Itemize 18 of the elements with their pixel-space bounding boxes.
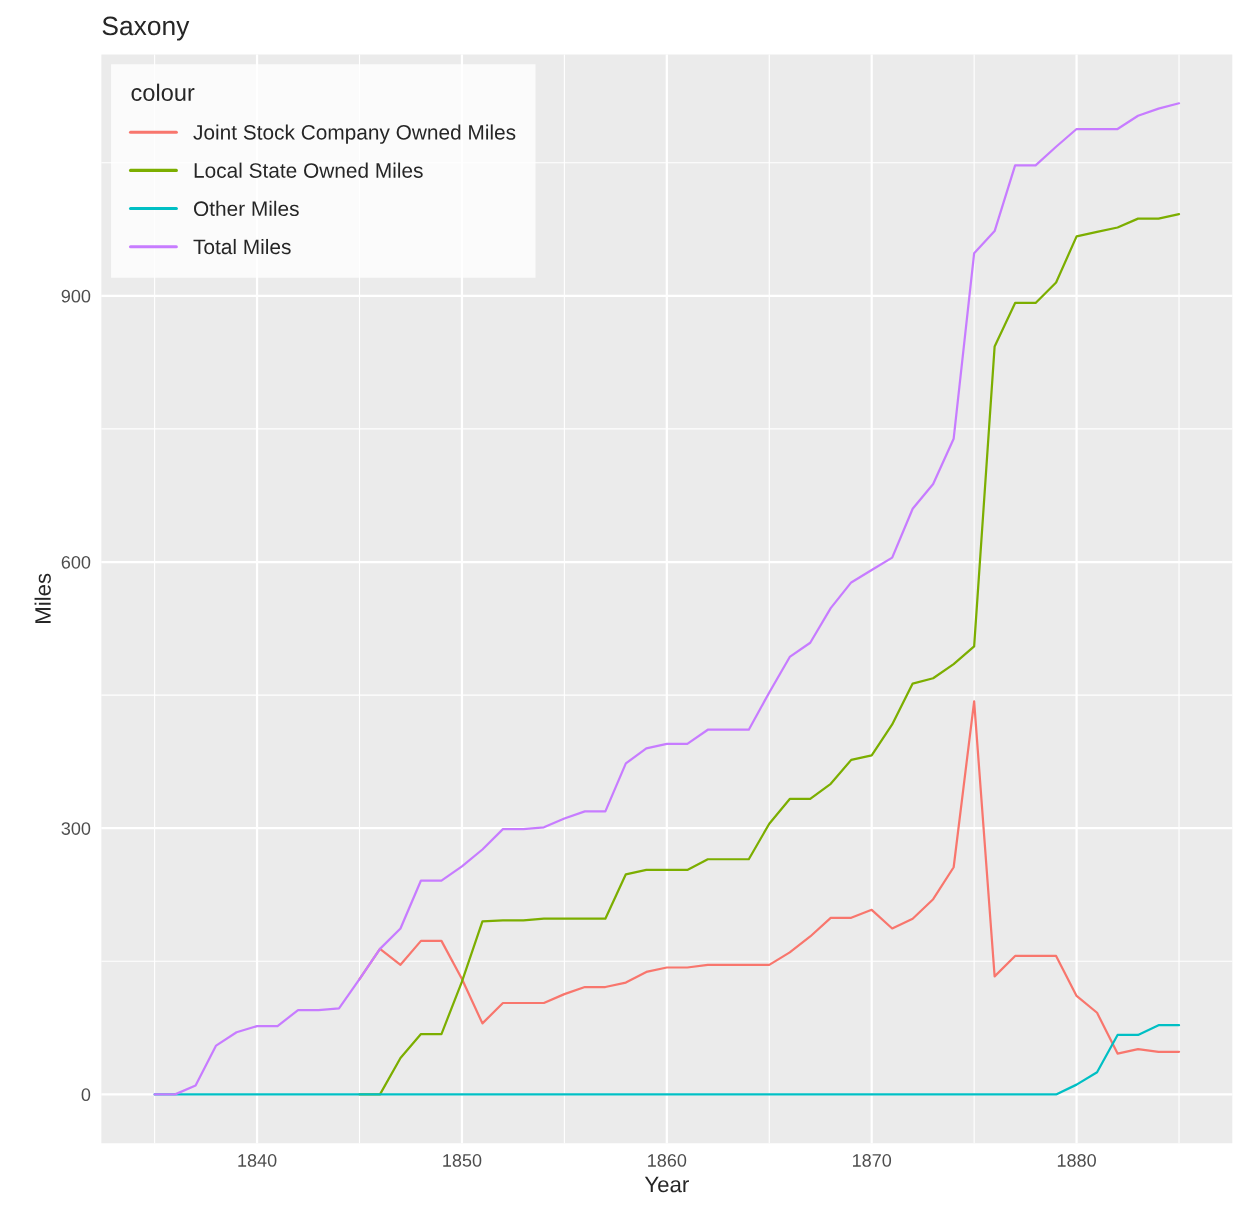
legend-label: Joint Stock Company Owned Miles	[193, 124, 516, 144]
legend-label: Other Miles	[194, 200, 299, 217]
y-tick-label: 300	[61, 822, 91, 835]
chart-title: Saxony	[102, 16, 190, 41]
line-series	[153, 102, 1181, 1096]
y-tick-label: 600	[61, 555, 91, 569]
x-tick-label: 1860	[648, 1154, 687, 1167]
x-tick-label: 1850	[443, 1154, 482, 1167]
legend-label: Total Miles	[193, 238, 291, 255]
x-tick-label: 1840	[238, 1154, 277, 1167]
y-tick-label: 900	[61, 289, 91, 303]
y-tick-label: 0	[81, 1088, 91, 1102]
x-axis-title: Year	[644, 1176, 689, 1193]
legend-label: Local State Owned Miles	[194, 162, 423, 178]
legend-title: colour	[131, 83, 195, 101]
y-axis-title: Miles	[34, 573, 51, 623]
x-tick-label: 1870	[853, 1154, 892, 1167]
x-tick-label: 1880	[1057, 1154, 1096, 1167]
